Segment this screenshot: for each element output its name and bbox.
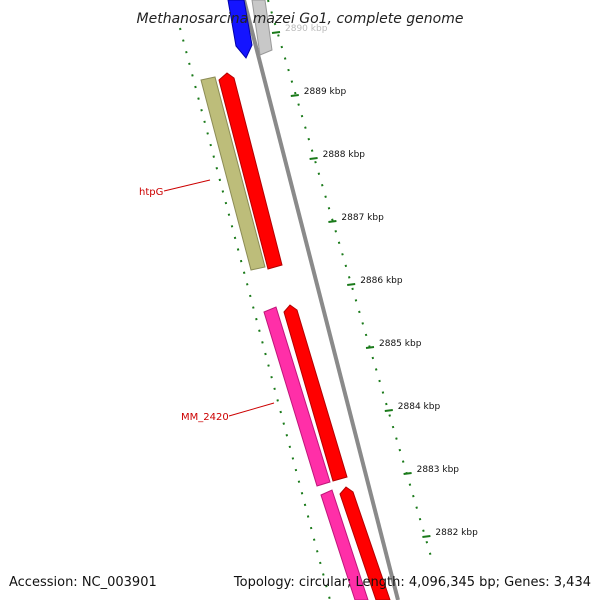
gene-htpg — [200, 76, 266, 271]
gene-label: htpG — [139, 187, 163, 198]
gene-label-leader — [228, 402, 275, 417]
map-title: Methanosarcina mazei Go1, complete genom… — [137, 11, 464, 27]
kbp-tick-mark — [271, 31, 281, 34]
kbp-tick-mark — [347, 283, 356, 286]
kbp-tick-mark — [403, 472, 412, 475]
accession-text: Accession: NC_003901 — [9, 575, 157, 590]
gene-pink — [320, 489, 369, 600]
kbp-tick-label: 2890 kbp — [285, 24, 328, 34]
kbp-tick-label: 2886 kbp — [360, 276, 403, 286]
tick-track-inner — [179, 27, 331, 600]
gene-label-leader — [163, 179, 211, 192]
kbp-tick-label: 2883 kbp — [417, 465, 460, 475]
tick-track-outer — [267, 0, 433, 561]
cds-forward — [218, 72, 283, 270]
tick-layer: 2890 kbp 2889 kbp 2888 kbp 2887 kbp 2886 kbp… — [271, 24, 478, 538]
kbp-tick-label: 2884 kbp — [398, 402, 441, 412]
cds-forward — [283, 304, 348, 482]
kbp-tick-mark — [422, 535, 431, 538]
kbp-tick-label: 2885 kbp — [379, 339, 422, 349]
kbp-tick-mark — [328, 220, 337, 223]
gene-mm2420 — [263, 306, 331, 487]
gene-blue — [227, 0, 253, 59]
kbp-tick-label: 2888 kbp — [323, 150, 366, 160]
kbp-tick-label: 2889 kbp — [304, 87, 347, 97]
gene-label: MM_2420 — [181, 412, 229, 423]
kbp-tick-label: 2887 kbp — [341, 213, 384, 223]
genome-backbone — [242, 0, 400, 600]
kbp-tick-mark — [290, 94, 299, 97]
kbp-tick-mark — [365, 346, 375, 349]
kbp-tick-mark — [309, 157, 318, 160]
kbp-tick-mark — [384, 409, 393, 412]
kbp-tick-label: 2882 kbp — [435, 528, 478, 538]
genome-summary: Topology: circular; Length: 4,096,345 bp… — [233, 575, 591, 590]
gene-grey — [251, 0, 273, 56]
cds-forward — [339, 486, 391, 600]
